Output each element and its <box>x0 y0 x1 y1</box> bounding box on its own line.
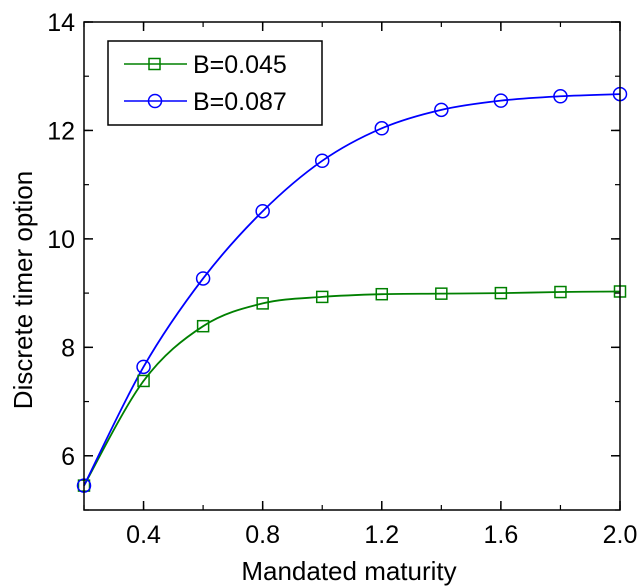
data-point-square <box>137 374 150 388</box>
data-point-circle <box>136 359 151 375</box>
data-point-circle <box>314 153 330 169</box>
y-axis-title: Discrete timer option <box>8 171 38 409</box>
data-point-square <box>196 319 210 333</box>
legend-box <box>107 40 323 126</box>
data-point-circle <box>434 102 449 118</box>
data-point-circle <box>374 121 390 136</box>
x-tick-label: 1.2 <box>364 521 399 549</box>
legend-label-b087: B=0.087 <box>193 88 287 116</box>
x-tick-label: 1.6 <box>484 521 519 549</box>
legend-label-b045: B=0.045 <box>193 51 287 79</box>
y-tick-label: 14 <box>47 9 75 37</box>
data-point-circle <box>553 89 568 104</box>
data-point-square <box>375 287 389 301</box>
x-tick-label: 2.0 <box>603 521 638 549</box>
legend-marker-circle <box>147 93 163 109</box>
data-point-square <box>494 286 508 300</box>
y-tick-label: 12 <box>47 117 75 145</box>
legend-marker-square <box>148 57 161 71</box>
plot-frame <box>83 21 621 511</box>
y-tick-label: 10 <box>47 226 75 254</box>
data-point-square <box>435 287 448 300</box>
series-markers <box>76 86 628 493</box>
axis-tick-labels: 0.4 0.8 1.2 1.6 2.0 6 8 10 12 14 <box>47 9 637 549</box>
data-point-circle <box>493 93 509 108</box>
axis-ticks <box>83 21 621 511</box>
y-tick-label: 8 <box>61 334 75 362</box>
series-line <box>83 93 621 487</box>
legend: B=0.045 B=0.087 <box>107 40 323 126</box>
x-axis-title: Mandated maturity <box>241 556 456 586</box>
data-point-circle <box>255 203 270 219</box>
series-lines <box>83 93 621 487</box>
data-point-square <box>256 297 269 310</box>
x-tick-label: 0.4 <box>126 521 161 549</box>
x-tick-label: 0.8 <box>245 521 280 549</box>
data-point-square <box>554 285 567 299</box>
series-line <box>83 290 621 487</box>
y-tick-label: 6 <box>61 443 75 471</box>
data-point-square <box>315 290 329 304</box>
data-point-circle <box>195 271 211 286</box>
